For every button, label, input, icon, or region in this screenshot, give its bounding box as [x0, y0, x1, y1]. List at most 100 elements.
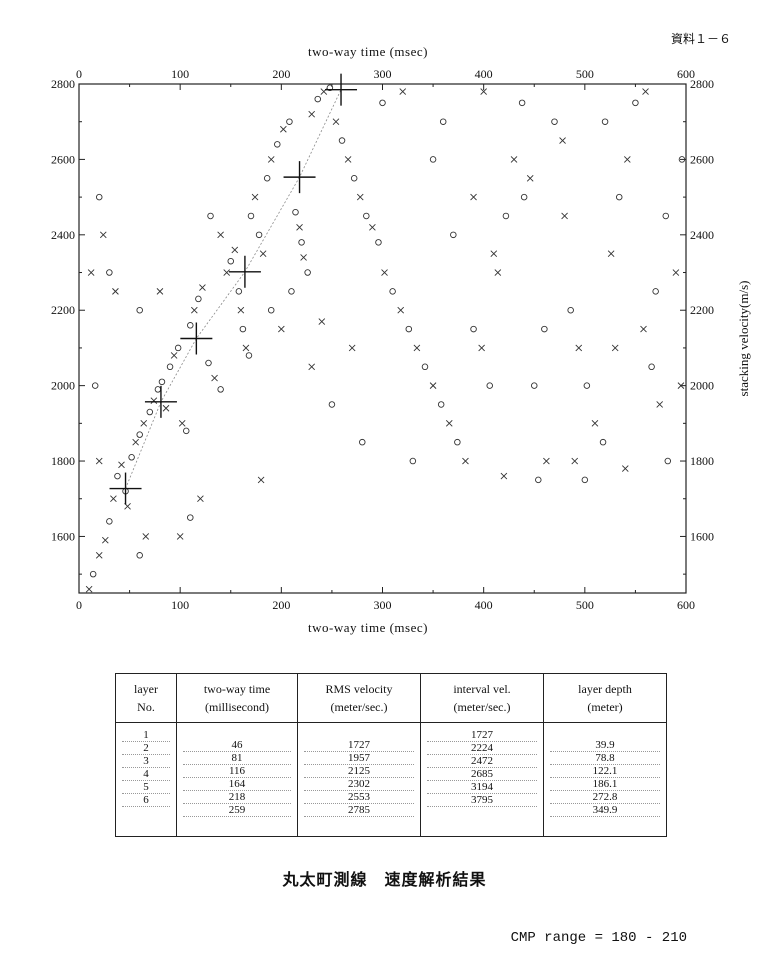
semblance-circle [136, 431, 143, 438]
semblance-circle [520, 193, 528, 201]
semblance-circle [158, 378, 166, 386]
semblance-circle [379, 99, 386, 107]
semblance-circle [267, 306, 275, 314]
velocity-pick-marker [283, 161, 316, 194]
semblance-circle [409, 457, 417, 465]
semblance-circle [454, 438, 461, 446]
y-tick-label-left: 2800 [51, 77, 75, 91]
cell-layer-depth: 349.9 [550, 804, 660, 817]
cell-two-way-time: 81 [183, 752, 291, 765]
semblance-cross [87, 269, 95, 276]
semblance-cross [559, 137, 566, 144]
semblance-circle [363, 212, 370, 220]
semblance-cross [478, 344, 485, 352]
velocity-pick-marker [180, 322, 213, 355]
semblance-circle [95, 193, 103, 201]
semblance-cross [462, 457, 469, 465]
semblance-circle [502, 212, 510, 220]
semblance-cross [561, 212, 568, 220]
x-tick-label-top: 100 [171, 67, 189, 81]
semblance-cross [191, 306, 198, 314]
semblance-circle [207, 212, 214, 220]
semblance-cross [300, 254, 307, 261]
header-two-way-time: two-way time (millisecond) [176, 673, 298, 723]
semblance-circle [632, 99, 639, 107]
cell-rms-velocity: 2785 [304, 804, 414, 817]
semblance-cross [526, 174, 534, 182]
semblance-cross [95, 551, 103, 559]
semblance-cross [621, 465, 629, 472]
semblance-cross [510, 156, 518, 163]
cell-layer-no: 1 [122, 729, 170, 742]
semblance-cross [199, 284, 206, 291]
semblance-cross [500, 472, 508, 480]
semblance-circle [128, 454, 135, 461]
cell-two-way-time: 259 [183, 804, 291, 817]
semblance-circle [154, 386, 162, 393]
semblance-circle [470, 325, 477, 333]
cell-layer-no: 3 [122, 755, 170, 768]
semblance-circle [421, 363, 429, 371]
y-tick-label-left: 1600 [51, 529, 75, 543]
cell-two-way-time: 164 [183, 778, 291, 791]
semblance-circle [288, 288, 295, 295]
cell-two-way-time: 218 [183, 791, 291, 804]
cell-rms-velocity: 1957 [304, 752, 414, 765]
semblance-circle [187, 514, 194, 521]
semblance-circle [106, 518, 113, 525]
figure-caption: 丸太町測線 速度解析結果 [282, 870, 487, 889]
semblance-cross [445, 420, 453, 427]
cell-layer-depth: 272.8 [550, 791, 660, 804]
semblance-cross [142, 533, 150, 540]
velocity-pick-marker [144, 385, 177, 418]
semblance-circle [166, 363, 174, 371]
semblance-cross [162, 404, 170, 412]
semblance-circle [662, 212, 670, 220]
semblance-cross [170, 352, 178, 359]
semblance-cross [223, 269, 231, 276]
semblance-circle [247, 212, 255, 220]
semblance-cross [99, 231, 107, 239]
semblance-cross [237, 306, 245, 314]
x-tick-label-bottom: 100 [171, 598, 189, 612]
column-interval-vel: 1727 2224 2472 2685 3194 3795 [420, 722, 544, 837]
velocity-pick-marker [228, 255, 261, 288]
cell-interval-vel: 2224 [427, 742, 537, 755]
velocity-pick-marker [325, 73, 358, 106]
velocity-scatter-plot: 0 0 100 100 200 200 300 300 400 400 500 500 600 600 16… [51, 67, 751, 612]
semblance-circle [599, 438, 607, 446]
semblance-circle [235, 288, 243, 295]
x-tick-label-bottom: 200 [272, 598, 290, 612]
cell-rms-velocity: 2553 [304, 791, 414, 804]
y-tick-label-right: 1800 [690, 454, 714, 468]
column-two-way-time: 46 81 116 164 218 259 [176, 722, 298, 837]
semblance-cross [656, 401, 664, 408]
semblance-circle [286, 118, 293, 125]
y-tick-label-right: 2400 [690, 228, 714, 242]
semblance-cross [150, 397, 158, 405]
semblance-cross [356, 193, 364, 201]
x-tick-label-bottom: 500 [576, 598, 594, 612]
cell-interval-vel: 1727 [427, 729, 537, 742]
semblance-cross [480, 88, 487, 95]
semblance-circle [551, 118, 558, 125]
y-tick-label-left: 2000 [51, 379, 75, 393]
cell-interval-vel: 3795 [427, 794, 537, 807]
semblance-circle [182, 427, 190, 435]
semblance-circle [292, 208, 299, 216]
semblance-cross [571, 457, 579, 465]
semblance-circle [664, 457, 672, 465]
column-rms-velocity: 1727 1957 2125 2302 2553 2785 [297, 722, 421, 837]
semblance-cross [575, 344, 583, 352]
cell-layer-no: 5 [122, 781, 170, 794]
semblance-circle [89, 570, 97, 578]
semblance-cross [607, 250, 615, 257]
x-tick-label-top: 500 [576, 67, 594, 81]
cell-layer-no: 2 [122, 742, 170, 755]
y-tick-label-right: 2000 [690, 379, 714, 393]
semblance-circle [350, 175, 358, 182]
semblance-cross [494, 269, 502, 276]
semblance-cross [101, 536, 109, 544]
semblance-cross [118, 461, 125, 469]
semblance-cross [318, 318, 326, 325]
